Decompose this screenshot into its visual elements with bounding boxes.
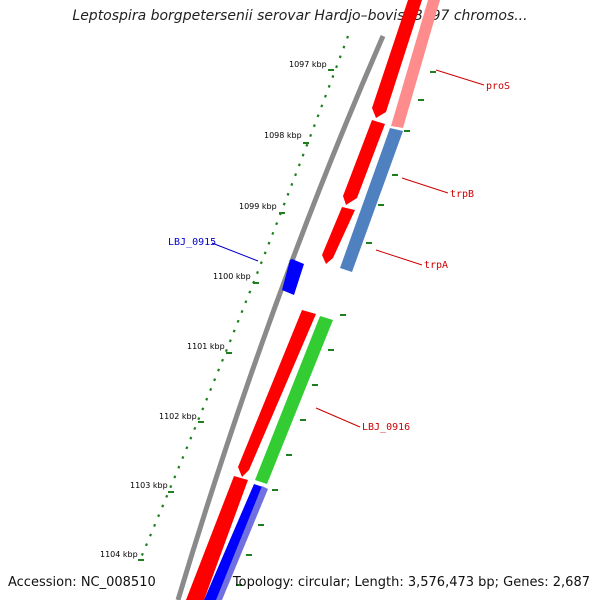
- gene-feature-blue-bottom[interactable]: [204, 484, 263, 600]
- outer-dashes: [236, 71, 436, 586]
- gene-label-lbj-0916[interactable]: LBJ_0916: [362, 422, 410, 433]
- gene-feature-purple-bottom[interactable]: [216, 486, 268, 600]
- gene-feature-trpa[interactable]: [322, 207, 355, 264]
- gene-label-lbj-0915[interactable]: LBJ_0915: [168, 237, 216, 248]
- label-leaders: [211, 69, 485, 428]
- gene-feature-red-long[interactable]: [238, 310, 316, 477]
- ruler-label: 1102 kbp: [159, 412, 197, 421]
- gene-feature-pros[interactable]: [372, 0, 422, 118]
- ruler-label: 1100 kbp: [213, 272, 251, 281]
- ruler-dots: [138, 35, 350, 561]
- ruler-label: 1101 kbp: [187, 342, 225, 351]
- genome-summary-text: Topology: circular; Length: 3,576,473 bp…: [232, 575, 590, 590]
- gene-feature-lbj-0916[interactable]: [255, 316, 333, 484]
- chromosome-backbone: [175, 35, 386, 600]
- gene-label-pros[interactable]: proS: [486, 81, 510, 92]
- gene-feature-red-bottom[interactable]: [186, 476, 248, 600]
- gene-feature-steelblue[interactable]: [340, 128, 403, 272]
- ruler-label: 1098 kbp: [264, 131, 302, 140]
- gene-label-trpb[interactable]: trpB: [450, 189, 474, 200]
- ruler-ticks: [138, 69, 334, 561]
- ruler-label: 1099 kbp: [239, 202, 277, 211]
- ruler-label: 1097 kbp: [289, 60, 327, 69]
- gene-feature-lbj-0915[interactable]: [282, 259, 304, 295]
- gene-feature-trpb[interactable]: [343, 120, 385, 205]
- ruler-label: 1104 kbp: [100, 550, 138, 559]
- accession-text: Accession: NC_008510: [8, 575, 156, 590]
- ruler-labels: 1097 kbp 1098 kbp 1099 kbp 1100 kbp 1101…: [100, 60, 327, 559]
- forward-cds-track: [186, 0, 422, 600]
- ruler-label: 1103 kbp: [130, 481, 168, 490]
- gene-label-trpa[interactable]: trpA: [424, 260, 448, 271]
- gene-feature-pink[interactable]: [391, 0, 440, 128]
